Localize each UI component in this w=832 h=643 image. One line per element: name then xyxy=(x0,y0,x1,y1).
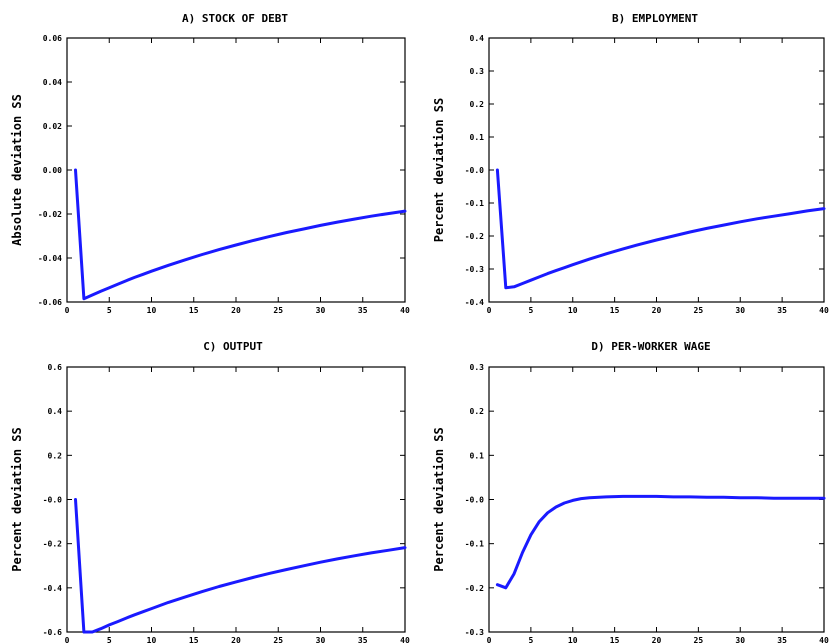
y-tick-label: -0.06 xyxy=(38,298,62,307)
x-tick-label: 40 xyxy=(400,636,410,643)
y-tick-label: -0.6 xyxy=(43,628,62,637)
x-tick-label: 40 xyxy=(819,636,829,643)
x-tick-label: 0 xyxy=(487,306,492,315)
x-tick-label: 25 xyxy=(273,636,283,643)
y-tick-label: -0.4 xyxy=(43,584,62,593)
series-line xyxy=(495,168,826,290)
y-tick-label: 0.06 xyxy=(43,34,62,43)
y-tick-label: -0.1 xyxy=(465,540,484,549)
y-tick-label: -0.02 xyxy=(38,210,62,219)
y-tick-label: -0.0 xyxy=(465,166,484,175)
series-line xyxy=(495,494,826,590)
x-tick-label: 15 xyxy=(610,306,620,315)
x-tick-label: 10 xyxy=(147,636,157,643)
y-tick-label: 0.04 xyxy=(43,78,62,87)
y-tick-label: 0.2 xyxy=(470,100,485,109)
x-tick-label: 15 xyxy=(189,636,199,643)
y-tick-label: 0.4 xyxy=(470,34,485,43)
y-tick-label: -0.2 xyxy=(465,232,484,241)
y-tick-label: 0.3 xyxy=(470,363,485,372)
x-tick-label: 20 xyxy=(231,636,241,643)
x-tick-label: 35 xyxy=(358,306,368,315)
plot-frame xyxy=(66,37,406,303)
x-tick-label: 5 xyxy=(107,306,112,315)
x-tick-label: 15 xyxy=(610,636,620,643)
series-line xyxy=(74,498,407,634)
panel-per-worker-wage: D) PER-WORKER WAGE 0 5 10 15 20 25 30 35 40 -0.3 -… xyxy=(432,340,829,643)
x-tick-label: 30 xyxy=(735,306,745,315)
y-tick-label: -0.3 xyxy=(465,628,484,637)
panel-title: A) STOCK OF DEBT xyxy=(182,12,288,25)
x-tick-label: 5 xyxy=(528,306,533,315)
y-axis-label: Percent deviation SS xyxy=(432,98,446,243)
y-tick-label: 0.02 xyxy=(43,122,62,131)
panel-title: B) EMPLOYMENT xyxy=(612,12,698,25)
x-tick-label: 5 xyxy=(107,636,112,643)
x-tick-label: 25 xyxy=(273,306,283,315)
panel-title: C) OUTPUT xyxy=(203,340,263,353)
x-tick-label: 0 xyxy=(65,306,70,315)
y-tick-label: 0.1 xyxy=(470,133,485,142)
y-tick-label: -0.04 xyxy=(38,254,62,263)
y-tick-label: 0.3 xyxy=(470,67,485,76)
x-tick-label: 25 xyxy=(694,306,704,315)
y-tick-label: 0.6 xyxy=(48,363,63,372)
x-tick-label: 0 xyxy=(487,636,492,643)
x-tick-label: 20 xyxy=(652,306,662,315)
x-tick-label: 30 xyxy=(316,636,326,643)
x-tick-label: 15 xyxy=(189,306,199,315)
panel-employment: B) EMPLOYMENT 0 5 10 15 20 25 30 35 40 -0.4 -0.3 -0… xyxy=(432,12,829,315)
x-tick-label: 35 xyxy=(777,306,787,315)
x-tick-label: 35 xyxy=(358,636,368,643)
x-tick-label: 40 xyxy=(819,306,829,315)
y-tick-label: -0.2 xyxy=(43,540,62,549)
y-tick-label: 0.1 xyxy=(470,451,485,460)
x-tick-label: 20 xyxy=(231,306,241,315)
x-tick-label: 20 xyxy=(652,636,662,643)
y-axis-label: Absolute deviation SS xyxy=(10,94,24,246)
x-tick-label: 10 xyxy=(147,306,157,315)
y-tick-label: 0.00 xyxy=(43,166,62,175)
y-tick-label: 0.4 xyxy=(48,407,63,416)
panel-stock-of-debt: A) STOCK OF DEBT 0 5 10 15 20 25 30 35 40 -0.06 -0… xyxy=(10,12,410,315)
x-tick-label: 25 xyxy=(694,636,704,643)
y-tick-label: -0.1 xyxy=(465,199,484,208)
x-tick-label: 10 xyxy=(568,306,578,315)
plot-frame xyxy=(66,366,406,633)
y-tick-label: 0.2 xyxy=(48,451,63,460)
x-tick-label: 30 xyxy=(316,306,326,315)
y-axis-label: Percent deviation SS xyxy=(432,427,446,572)
x-tick-label: 30 xyxy=(735,636,745,643)
y-tick-label: -0.3 xyxy=(465,265,484,274)
y-tick-label: -0.2 xyxy=(465,584,484,593)
x-tick-label: 0 xyxy=(65,636,70,643)
y-tick-label: -0.0 xyxy=(465,496,484,505)
y-tick-label: -0.4 xyxy=(465,298,484,307)
plot-frame xyxy=(488,37,825,303)
x-tick-label: 10 xyxy=(568,636,578,643)
series-line xyxy=(74,168,407,301)
y-tick-label: 0.2 xyxy=(470,407,485,416)
x-tick-label: 35 xyxy=(777,636,787,643)
x-tick-label: 40 xyxy=(400,306,410,315)
y-axis-label: Percent deviation SS xyxy=(10,427,24,572)
y-tick-label: -0.0 xyxy=(43,496,62,505)
panel-output: C) OUTPUT 0 5 10 15 20 25 30 35 40 -0.6 -0.4 -0.2 -0… xyxy=(10,340,410,643)
x-tick-label: 5 xyxy=(528,636,533,643)
panel-title: D) PER-WORKER WAGE xyxy=(591,340,710,353)
